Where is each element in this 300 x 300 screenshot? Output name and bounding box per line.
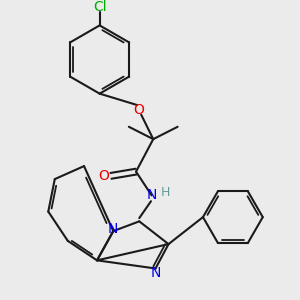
Text: H: H [160,186,170,199]
Text: N: N [146,188,157,203]
Text: N: N [150,266,161,280]
Text: O: O [133,103,144,117]
Text: O: O [98,169,109,183]
Text: N: N [108,223,119,236]
Text: Cl: Cl [93,0,106,14]
